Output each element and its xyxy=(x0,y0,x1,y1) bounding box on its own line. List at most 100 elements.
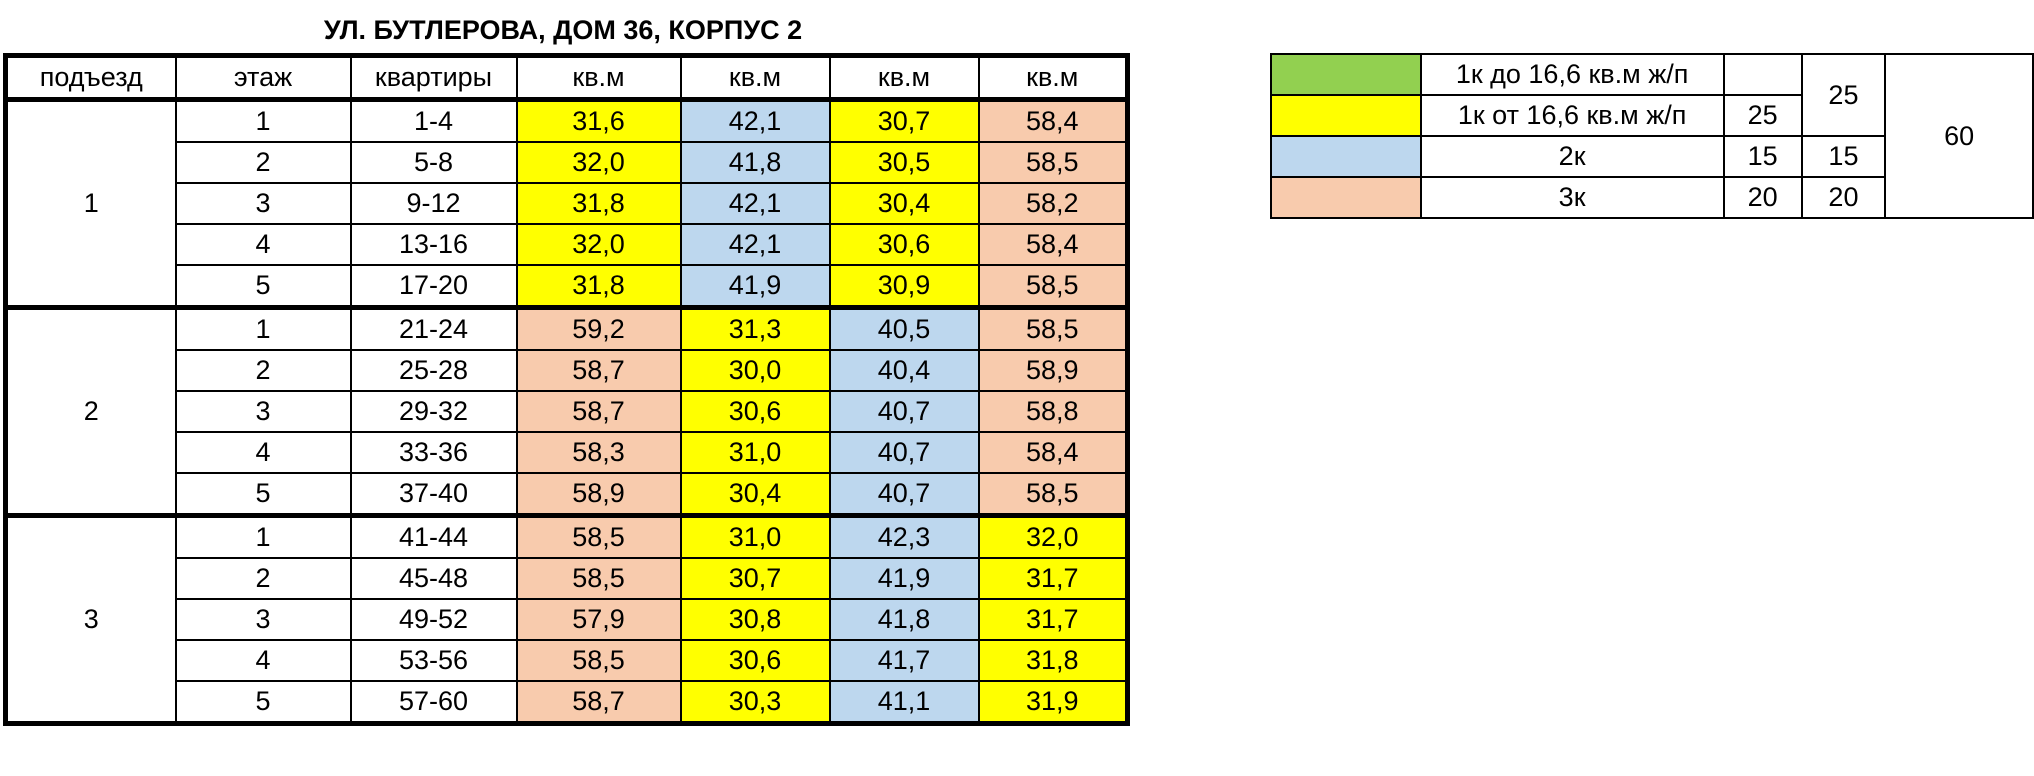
table-row: 5 57-60 58,7 30,3 41,1 31,9 xyxy=(6,680,1129,725)
area-cell: 40,7 xyxy=(828,472,980,517)
legend-table: 1к до 16,6 кв.м ж/п 25 60 1к от 16,6 кв.… xyxy=(1270,53,2034,219)
floor-cell: 1 xyxy=(174,513,352,559)
legend-row: 1к до 16,6 кв.м ж/п 25 60 xyxy=(1270,53,2034,219)
legend-swatch-green xyxy=(1270,53,1422,96)
legend-swatch-blue xyxy=(1270,135,1422,178)
area-cell: 58,2 xyxy=(977,182,1129,225)
header-area: кв.м xyxy=(679,54,831,101)
apartments-cell: 13-16 xyxy=(349,223,518,266)
floor-cell: 2 xyxy=(174,557,352,600)
table-row: 3 9-12 31,8 42,1 30,4 58,2 xyxy=(6,182,1129,225)
legend-subtotal-1k: 25 xyxy=(1800,53,1887,137)
area-cell: 41,9 xyxy=(828,557,980,600)
table-row: 3 49-52 57,9 30,8 41,8 31,7 xyxy=(6,598,1129,641)
area-cell: 32,0 xyxy=(515,223,682,266)
area-cell: 58,7 xyxy=(515,680,682,725)
apartments-cell: 17-20 xyxy=(349,264,518,309)
floor-cell: 4 xyxy=(174,223,352,266)
legend-subtotal: 15 xyxy=(1800,135,1887,178)
area-cell: 59,2 xyxy=(515,305,682,351)
area-cell: 30,6 xyxy=(828,223,980,266)
area-cell: 58,7 xyxy=(515,349,682,392)
table-row: 2 45-48 58,5 30,7 41,9 31,7 xyxy=(6,557,1129,600)
floor-cell: 3 xyxy=(174,390,352,433)
floor-cell: 1 xyxy=(174,305,352,351)
area-cell: 30,0 xyxy=(679,349,831,392)
area-cell: 30,5 xyxy=(828,141,980,184)
area-cell: 41,1 xyxy=(828,680,980,725)
legend-label: 2к xyxy=(1419,135,1725,178)
area-cell: 58,5 xyxy=(515,513,682,559)
table-row: 3 1 41-44 58,5 31,0 42,3 32,0 xyxy=(4,513,1129,725)
area-cell: 31,8 xyxy=(977,639,1129,682)
page-title: УЛ. БУТЛЕРОВА, ДОМ 36, КОРПУС 2 xyxy=(323,15,803,45)
apartments-cell: 1-4 xyxy=(349,97,518,143)
legend-row: 3к 20 20 xyxy=(1270,176,2033,219)
legend-count: 20 xyxy=(1722,176,1803,219)
header-floor: этаж xyxy=(174,54,352,101)
legend-count xyxy=(1722,53,1803,96)
apartments-cell: 25-28 xyxy=(349,349,518,392)
floor-cell: 5 xyxy=(174,472,352,517)
apartments-cell: 33-36 xyxy=(349,431,518,474)
area-cell: 58,5 xyxy=(515,639,682,682)
area-cell: 32,0 xyxy=(977,513,1129,559)
area-cell: 58,4 xyxy=(977,97,1129,143)
table-row: 2 1 21-24 59,2 31,3 40,5 58,5 xyxy=(4,305,1129,517)
table-row: 2 25-28 58,7 30,0 40,4 58,9 xyxy=(6,349,1129,392)
table-row: 4 33-36 58,3 31,0 40,7 58,4 xyxy=(6,431,1129,474)
apartments-cell: 5-8 xyxy=(349,141,518,184)
area-cell: 31,0 xyxy=(679,513,831,559)
floor-cell: 5 xyxy=(174,680,352,725)
floor-cell: 2 xyxy=(174,141,352,184)
area-cell: 40,5 xyxy=(828,305,980,351)
area-cell: 31,0 xyxy=(679,431,831,474)
floor-cell: 3 xyxy=(174,182,352,225)
area-cell: 58,9 xyxy=(515,472,682,517)
area-cell: 57,9 xyxy=(515,598,682,641)
legend-row: 1к от 16,6 кв.м ж/п 25 xyxy=(1270,94,2033,137)
table-row: 1 1 1-4 31,6 42,1 30,7 58,4 xyxy=(4,97,1129,309)
header-entrance: подъезд xyxy=(4,54,177,101)
header-row: подъезд этаж квартиры кв.м кв.м кв.м кв.… xyxy=(4,54,1129,101)
area-cell: 58,5 xyxy=(977,305,1129,351)
legend-label: 1к от 16,6 кв.м ж/п xyxy=(1419,94,1725,137)
apartments-cell: 37-40 xyxy=(349,472,518,517)
area-cell: 30,4 xyxy=(679,472,831,517)
area-cell: 58,3 xyxy=(515,431,682,474)
area-cell: 30,3 xyxy=(679,680,831,725)
header-area: кв.м xyxy=(828,54,980,101)
area-cell: 40,7 xyxy=(828,431,980,474)
table-row: 4 13-16 32,0 42,1 30,6 58,4 xyxy=(6,223,1129,266)
header-area: кв.м xyxy=(977,54,1129,101)
legend-grand-total: 60 xyxy=(1884,53,2034,219)
area-cell: 31,6 xyxy=(515,97,682,143)
area-cell: 32,0 xyxy=(515,141,682,184)
area-cell: 42,3 xyxy=(828,513,980,559)
floor-cell: 4 xyxy=(174,639,352,682)
legend-count: 15 xyxy=(1722,135,1803,178)
area-cell: 58,9 xyxy=(977,349,1129,392)
area-cell: 30,6 xyxy=(679,639,831,682)
table-row: 5 37-40 58,9 30,4 40,7 58,5 xyxy=(6,472,1129,517)
area-cell: 42,1 xyxy=(679,223,831,266)
apartments-cell: 9-12 xyxy=(349,182,518,225)
area-cell: 31,9 xyxy=(977,680,1129,725)
area-cell: 41,8 xyxy=(679,141,831,184)
table-row: 2 5-8 32,0 41,8 30,5 58,5 xyxy=(6,141,1129,184)
area-cell: 31,8 xyxy=(515,264,682,309)
apartments-cell: 49-52 xyxy=(349,598,518,641)
area-cell: 58,5 xyxy=(977,264,1129,309)
legend-count: 25 xyxy=(1722,94,1803,137)
table-row: 5 17-20 31,8 41,9 30,9 58,5 xyxy=(6,264,1129,309)
area-cell: 42,1 xyxy=(679,182,831,225)
entrance-cell: 2 xyxy=(4,305,177,517)
header-apartments: квартиры xyxy=(349,54,518,101)
legend-subtotal: 20 xyxy=(1800,176,1887,219)
entrance-cell: 1 xyxy=(4,97,177,309)
area-cell: 41,7 xyxy=(828,639,980,682)
area-cell: 30,9 xyxy=(828,264,980,309)
floor-cell: 3 xyxy=(174,598,352,641)
area-cell: 31,7 xyxy=(977,598,1129,641)
apartments-cell: 45-48 xyxy=(349,557,518,600)
